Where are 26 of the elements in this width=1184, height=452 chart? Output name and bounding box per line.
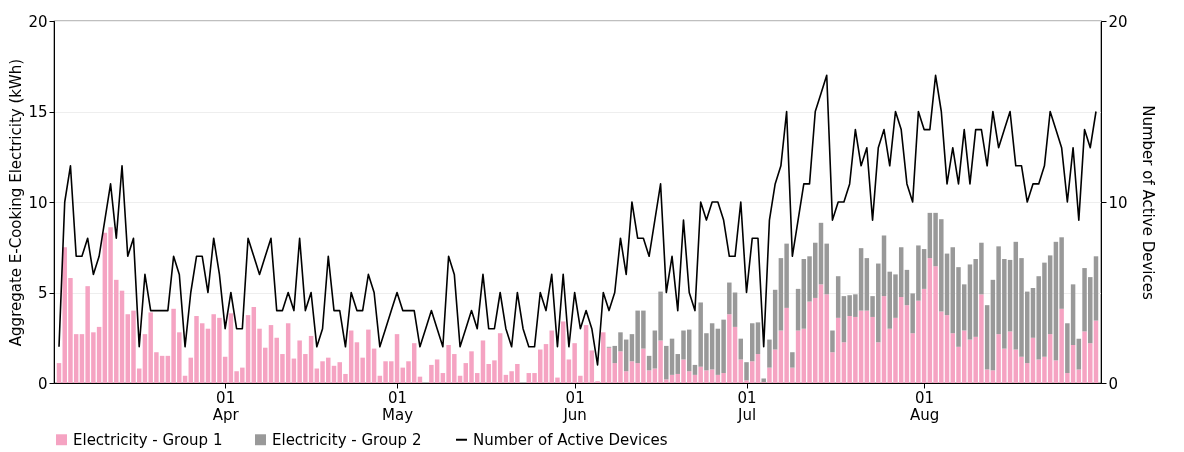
y2-axis-title: Number of Active Devices	[1138, 105, 1157, 300]
bar	[761, 378, 766, 383]
legend-label: Number of Active Devices	[473, 430, 668, 449]
bar	[744, 362, 749, 381]
x-tick-label: 01 Aug	[909, 388, 940, 424]
legend-label: Electricity - Group 1	[73, 430, 223, 449]
line-series	[58, 74, 1097, 366]
y-tick-label: 0	[37, 374, 48, 393]
y-tick-label: 15	[28, 103, 48, 121]
y2-tick-label: 0	[1108, 374, 1119, 393]
x-tick-label: 01 May	[382, 388, 414, 424]
bar	[830, 330, 835, 353]
x-tick-label: 01 Jun	[562, 388, 587, 424]
y2-tick-label: 10	[1108, 193, 1128, 212]
y2-tick-label: 20	[1108, 12, 1128, 31]
bar	[835, 276, 841, 318]
bar	[795, 288, 801, 331]
legend-label: Electricity - Group 2	[272, 430, 422, 449]
bar	[755, 322, 761, 355]
x-tick-label: 01 Apr	[212, 388, 240, 424]
y-tick-label: 5	[37, 284, 48, 302]
x-tick-label: 01 Jul	[736, 388, 757, 424]
y-axis-title: Aggregate E-Cooking Electricity (kWh)	[7, 58, 26, 347]
bar	[790, 352, 795, 368]
y-tick-label: 20	[28, 12, 48, 31]
y-tick-label: 10	[28, 193, 48, 212]
